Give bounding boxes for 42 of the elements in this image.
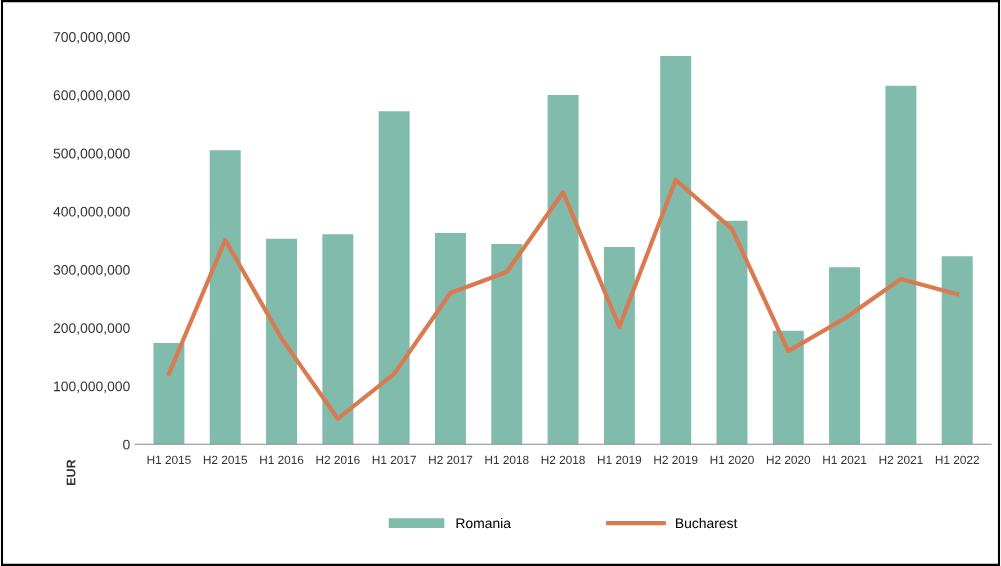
- bar: [603, 246, 635, 445]
- x-tick-label: H1 2022: [935, 455, 979, 465]
- x-tick-label: H1 2019: [598, 455, 642, 465]
- y-tick-label: 0: [123, 439, 130, 450]
- line-series: [166, 177, 960, 421]
- x-tick-label: H1 2017: [372, 455, 416, 465]
- x-tick-label: H2 2016: [316, 455, 360, 465]
- bar: [209, 150, 241, 445]
- x-tick-label: H2 2018: [541, 455, 585, 465]
- bar: [547, 95, 579, 445]
- y-tick-label: 100,000,000: [54, 381, 130, 393]
- bar: [378, 111, 410, 445]
- y-tick-label: 600,000,000: [53, 90, 130, 102]
- bar: [716, 220, 748, 445]
- x-tick-label: H1 2016: [260, 455, 304, 465]
- x-tick-label: H2 2015: [203, 455, 248, 465]
- bar: [153, 343, 185, 445]
- legend-label: Romania: [456, 517, 511, 529]
- bar: [660, 56, 692, 445]
- bar: [322, 234, 354, 445]
- bar: [941, 256, 973, 445]
- x-tick-label: H1 2020: [710, 455, 754, 465]
- bar: [885, 85, 917, 445]
- x-tick-label: H2 2020: [766, 455, 811, 465]
- y-tick-label: 500,000,000: [53, 148, 130, 161]
- y-tick-label: 700,000,000: [53, 32, 130, 44]
- bar: [829, 267, 861, 445]
- bar: [772, 330, 804, 445]
- legend-label: Bucharest: [676, 517, 738, 529]
- x-tick-label: H1 2021: [823, 455, 867, 465]
- y-tick-label: 300,000,000: [53, 264, 130, 277]
- x-tick-label: H2 2017: [429, 455, 473, 465]
- x-tick-label: H2 2021: [879, 455, 923, 465]
- x-tick-label: H1 2018: [485, 455, 529, 465]
- bar: [434, 232, 466, 445]
- y-axis-title: EUR: [66, 459, 76, 485]
- bar: [491, 244, 523, 445]
- bar: [266, 238, 298, 445]
- x-tick-label: H1 2015: [147, 455, 191, 465]
- y-tick-label: 200,000,000: [53, 323, 130, 335]
- x-tick-label: H2 2019: [654, 455, 698, 465]
- y-tick-label: 400,000,000: [53, 206, 130, 219]
